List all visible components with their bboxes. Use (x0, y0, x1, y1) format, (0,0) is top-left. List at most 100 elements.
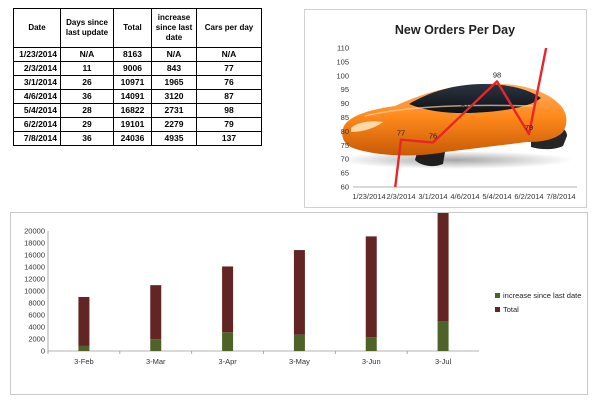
cell-cars-per-day: 98 (196, 103, 262, 118)
y-tick-label: 20000 (24, 227, 45, 236)
cell-increase: 2731 (151, 103, 197, 118)
cell-cars-per-day: 87 (196, 89, 262, 104)
y-tick-label: 60 (341, 183, 349, 192)
x-tick-label: 2/3/2014 (386, 192, 415, 201)
cell-date: 6/2/2014 (13, 117, 61, 132)
cell-date: 5/4/2014 (13, 103, 61, 118)
bar-total (437, 213, 449, 322)
cell-cars-per-day: 79 (196, 117, 262, 132)
data-label: 87 (461, 101, 469, 110)
header-days-since: Days since last update (60, 8, 114, 48)
cell-total: 19101 (113, 117, 152, 132)
cell-cars-per-day: N/A (196, 47, 262, 62)
y-tick-label: 16000 (24, 251, 45, 260)
new-orders-chart: 60 65 70 75 80 85 90 95 100 105 110 1/23/2014 2/3/2… (304, 9, 587, 208)
x-tick-label: 3-Feb (74, 357, 94, 366)
y-tick-label: 18000 (24, 239, 45, 248)
x-tick-label: 3-Jun (362, 357, 381, 366)
x-axis: 1/23/2014 2/3/2014 3/1/2014 4/6/2014 5/4/201… (352, 192, 575, 201)
cell-total: 9006 (113, 61, 152, 76)
legend-swatch (495, 293, 500, 298)
bar-increase (150, 339, 162, 351)
y-tick-label: 100 (336, 71, 349, 80)
cell-cars-per-day: 77 (196, 61, 262, 76)
bar-increase (293, 334, 305, 351)
data-labels: 77 76 87 98 79 (397, 70, 533, 140)
cell-total: 10971 (113, 75, 152, 90)
cell-total: 24036 (113, 131, 152, 146)
cell-total: 16822 (113, 103, 152, 118)
cell-days-since: 29 (60, 117, 114, 132)
cell-days-since: 36 (60, 89, 114, 104)
x-tick-label: 5/4/2014 (482, 192, 511, 201)
x-tick-label: 3-Jul (435, 357, 452, 366)
x-tick-label: 1/23/2014 (352, 192, 385, 201)
y-tick-label: 65 (341, 169, 349, 178)
bar-increase (365, 337, 377, 351)
header-cars-per-day: Cars per day (196, 8, 262, 48)
cell-days-since: 36 (60, 131, 114, 146)
legend: increase since last date Total (495, 291, 581, 314)
totals-bar-chart-svg: 0 2000 4000 6000 8000 10000 12000 14000 16000 180… (24, 213, 581, 366)
cell-increase: 1965 (151, 75, 197, 90)
cell-increase: 3120 (151, 89, 197, 104)
y-tick-label: 75 (341, 141, 349, 150)
header-date: Date (13, 8, 61, 48)
cell-days-since: 28 (60, 103, 114, 118)
legend-label: Total (503, 305, 519, 314)
y-tick-label: 12000 (24, 275, 45, 284)
new-orders-chart-svg: 60 65 70 75 80 85 90 95 100 105 110 1/23/2014 2/3/2… (336, 23, 577, 201)
bar-increase (437, 321, 449, 351)
cell-total: 14091 (113, 89, 152, 104)
bar-total (222, 266, 234, 333)
bar-increase (78, 345, 90, 351)
y-tick-label: 80 (341, 127, 349, 136)
y-tick-label: 110 (337, 44, 349, 53)
cell-total: 8163 (113, 47, 152, 62)
y-tick-label: 4000 (28, 323, 45, 332)
x-tick-label: 3-May (289, 357, 310, 366)
cell-days-since: 26 (60, 75, 114, 90)
y-axis: 60 65 70 75 80 85 90 95 100 105 110 (336, 44, 577, 192)
bar-increase (222, 332, 234, 351)
cell-days-since: N/A (60, 47, 114, 62)
legend-swatch (495, 307, 500, 312)
cell-date: 4/6/2014 (13, 89, 61, 104)
cell-cars-per-day: 76 (196, 75, 262, 90)
table-row: 4/6/2014 36 14091 3120 87 (13, 89, 262, 104)
table-row: 5/4/2014 28 16822 2731 98 (13, 103, 262, 118)
cell-cars-per-day: 137 (196, 131, 262, 146)
cell-increase: 2279 (151, 117, 197, 132)
x-tick-label: 7/8/2014 (546, 192, 575, 201)
cell-date: 2/3/2014 (13, 61, 61, 76)
bar-total (365, 236, 377, 338)
table-row: 7/8/2014 36 24036 4935 137 (13, 131, 262, 146)
header-increase: increase since last date (151, 8, 197, 48)
y-tick-label: 90 (341, 99, 349, 108)
x-axis: 3-Feb 3-Mar 3-Apr 3-May 3-Jun 3-Jul (47, 351, 452, 366)
y-tick-label: 95 (341, 85, 349, 94)
y-tick-label: 85 (341, 113, 349, 122)
table-row: 3/1/2014 26 10971 1965 76 (13, 75, 262, 90)
cell-increase: 4935 (151, 131, 197, 146)
orders-table: Date Days since last update Total increa… (13, 8, 262, 146)
x-tick-label: 4/6/2014 (450, 192, 479, 201)
bar-total (150, 285, 162, 340)
bar-total (78, 296, 90, 346)
x-tick-label: 3-Mar (146, 357, 166, 366)
x-tick-label: 6/2/2014 (514, 192, 543, 201)
y-tick-label: 0 (41, 347, 45, 356)
y-tick-label: 14000 (24, 263, 45, 272)
bar-total (293, 250, 305, 335)
y-tick-label: 10000 (24, 287, 45, 296)
cell-date: 1/23/2014 (13, 47, 61, 62)
y-tick-label: 2000 (28, 335, 45, 344)
table-row: 6/2/2014 29 19101 2279 79 (13, 117, 262, 132)
x-tick-label: 3-Apr (218, 357, 237, 366)
table-row: 1/23/2014 N/A 8163 N/A N/A (13, 47, 262, 62)
header-total: Total (113, 8, 152, 48)
y-tick-label: 70 (341, 155, 349, 164)
cell-days-since: 11 (60, 61, 114, 76)
legend-label: increase since last date (503, 291, 581, 300)
table-header-row: Date Days since last update Total increa… (13, 8, 262, 48)
